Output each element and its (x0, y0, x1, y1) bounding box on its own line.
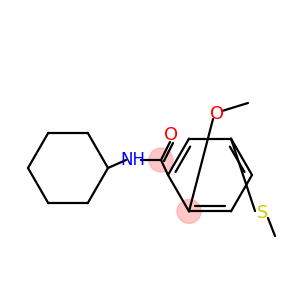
Text: O: O (164, 126, 178, 144)
Circle shape (149, 148, 173, 172)
Text: NH: NH (121, 151, 146, 169)
Circle shape (177, 200, 201, 224)
Text: S: S (257, 204, 269, 222)
Text: O: O (210, 105, 224, 123)
